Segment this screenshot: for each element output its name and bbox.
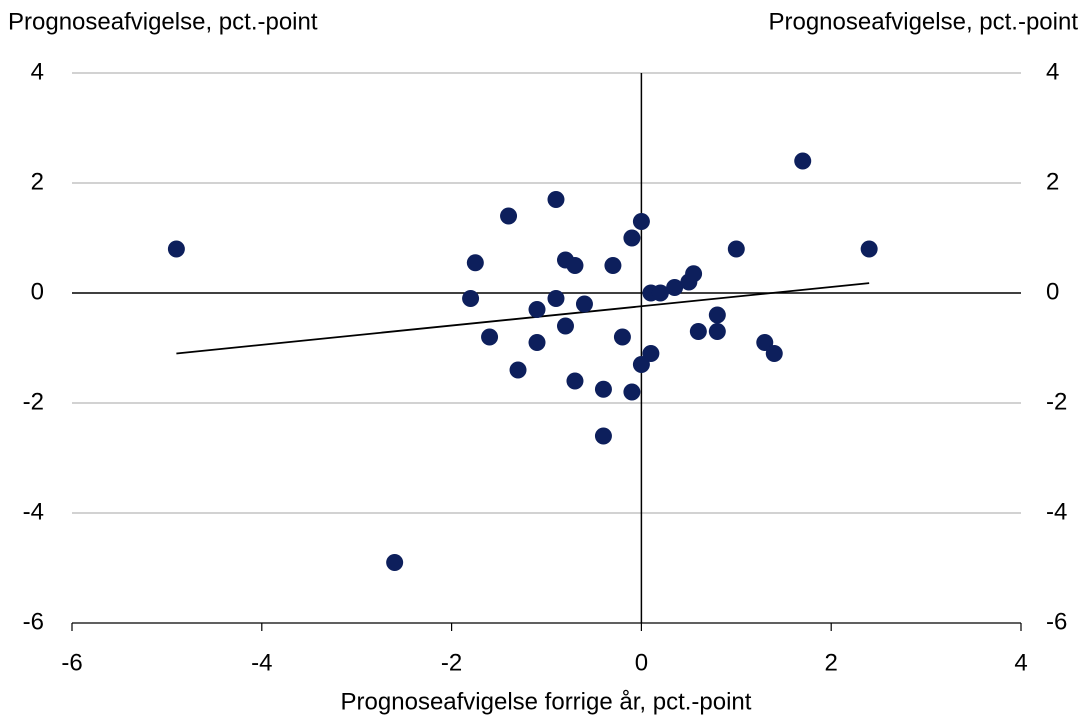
scatter-point xyxy=(575,295,593,313)
x-tick-label: 4 xyxy=(1014,649,1027,676)
scatter-point xyxy=(500,207,518,225)
scatter-point xyxy=(556,317,574,335)
scatter-point xyxy=(794,152,812,170)
x-axis-title: Prognoseafvigelse forrige år, pct.-point xyxy=(341,688,752,715)
scatter-point xyxy=(462,290,480,307)
x-tick-label: -2 xyxy=(441,649,462,676)
scatter-point xyxy=(613,328,631,346)
scatter-point xyxy=(860,240,878,258)
scatter-point xyxy=(594,380,612,398)
y2-tick-label: 0 xyxy=(1046,278,1059,305)
x-tick-label: 0 xyxy=(635,649,648,676)
scatter-point xyxy=(594,427,612,445)
scatter-point xyxy=(481,328,499,346)
x-tick-label: -6 xyxy=(61,649,82,676)
scatter-point xyxy=(708,323,726,340)
y-tick-label: -6 xyxy=(23,608,44,635)
trend-line xyxy=(176,282,870,355)
y2-tick-label: 2 xyxy=(1046,168,1059,195)
scatter-point xyxy=(386,554,404,571)
scatter-point xyxy=(632,213,650,230)
scatter-point xyxy=(708,306,726,324)
scatter-point xyxy=(632,356,650,373)
scatter-point xyxy=(167,240,185,258)
scatter-point xyxy=(547,191,565,208)
y2-tick-label: 4 xyxy=(1046,58,1059,85)
scatter-point xyxy=(651,284,669,302)
y2-tick-label: -4 xyxy=(1046,498,1067,525)
scatter-point xyxy=(566,257,584,274)
y2-tick-label: -6 xyxy=(1046,608,1067,635)
y-axis-title: Prognoseafvigelse, pct.-point xyxy=(8,8,318,35)
y2-tick-label: -2 xyxy=(1046,388,1067,415)
scatter-point xyxy=(466,254,484,272)
scatter-point xyxy=(528,301,546,318)
y-tick-label: -2 xyxy=(23,388,44,415)
scatter-point xyxy=(765,345,783,362)
scatter-point xyxy=(666,279,684,296)
y2-axis-title: Prognoseafvigelse, pct.-point xyxy=(768,8,1078,35)
scatter-point xyxy=(547,290,565,307)
scatter-point xyxy=(727,240,745,258)
scatter-point xyxy=(509,361,527,379)
x-tick-label: 2 xyxy=(825,649,838,676)
y-tick-label: 4 xyxy=(31,58,44,85)
scatter-point xyxy=(642,345,660,362)
scatter-point xyxy=(623,229,641,247)
scatter-point xyxy=(604,257,622,274)
x-tick-label: -4 xyxy=(251,649,272,676)
scatter-point xyxy=(689,323,707,340)
y-tick-label: 0 xyxy=(31,278,44,305)
scatter-point xyxy=(623,383,641,401)
scatter-point xyxy=(566,372,584,390)
scatter-point xyxy=(756,334,774,351)
y-tick-label: -4 xyxy=(23,498,44,525)
scatter-point xyxy=(685,265,703,283)
y-tick-label: 2 xyxy=(31,168,44,195)
scatter-point xyxy=(528,334,546,351)
